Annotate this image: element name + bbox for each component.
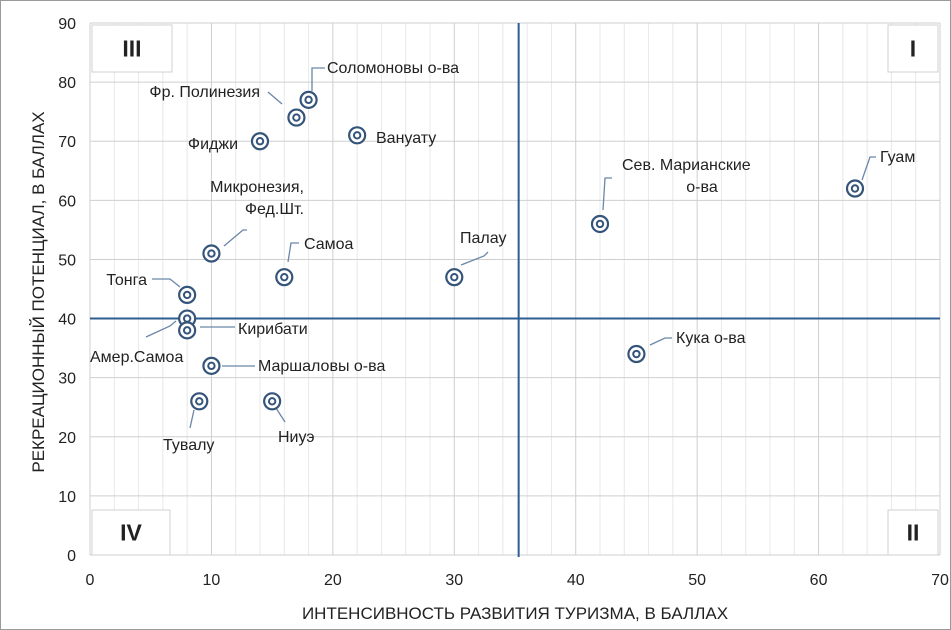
point-inner-ring xyxy=(255,137,265,146)
point-label: Соломоновы о-ва xyxy=(327,60,459,77)
data-points xyxy=(178,90,865,411)
leader-line xyxy=(275,407,286,423)
data-point xyxy=(190,392,209,411)
point-label: Микронезия, Фед.Шт. xyxy=(210,179,304,218)
point-label: Амер.Самоа xyxy=(90,349,183,366)
point-label: Самоа xyxy=(304,236,354,253)
data-point xyxy=(590,214,610,234)
quadrant-label-box xyxy=(91,509,171,556)
point-inner-ring xyxy=(182,326,192,335)
point-inner-ring xyxy=(182,290,192,300)
y-tick-label: 40 xyxy=(58,312,76,329)
point-label: Тонга xyxy=(106,272,147,289)
x-tick-label: 10 xyxy=(203,572,221,589)
data-point xyxy=(275,268,294,287)
point-inner-ring xyxy=(450,272,459,282)
leader-line xyxy=(649,337,672,346)
leader-line xyxy=(145,320,177,338)
quadrant-label-box xyxy=(91,24,173,73)
point-label: Вануату xyxy=(376,130,436,147)
y-tick-label: 0 xyxy=(67,548,76,565)
leader-line xyxy=(460,251,489,266)
point-inner-ring xyxy=(292,113,301,122)
quadrant-lines xyxy=(90,23,940,557)
data-point xyxy=(627,344,646,364)
point-inner-ring xyxy=(352,131,362,140)
quadrant-label-text: IV xyxy=(120,520,142,546)
quadrant-label-i: I xyxy=(887,24,939,73)
data-point xyxy=(263,392,282,411)
quadrant-label-iv: IV xyxy=(91,509,171,556)
x-tick-label: 50 xyxy=(688,572,706,589)
data-point xyxy=(178,321,197,340)
leader-line xyxy=(602,177,612,211)
quadrant-label-ii: II xyxy=(887,509,939,556)
y-axis-label: РЕКРЕАЦИОННЫЙ ПОТЕНЦИАЛ, В БАЛЛАХ xyxy=(29,111,48,472)
leader-line xyxy=(189,409,195,429)
point-label: Гуам xyxy=(880,149,915,166)
point-label: Кука о-ва xyxy=(676,330,746,347)
data-point xyxy=(202,244,221,263)
label-leaders xyxy=(145,67,876,429)
point-inner-ring xyxy=(207,249,216,258)
data-point xyxy=(445,268,464,287)
quadrant-label-text: III xyxy=(122,36,141,62)
y-tick-label: 10 xyxy=(58,489,76,506)
data-point xyxy=(178,285,197,305)
y-tick-label: 70 xyxy=(58,134,76,151)
leader-line xyxy=(223,229,247,247)
point-label: Фр. Полинезия xyxy=(149,84,260,101)
axis-ticks: 0 10 20 30 40 50 60 70 0 10 20 30 40 50 60 70 80 90 xyxy=(58,16,949,589)
point-inner-ring xyxy=(280,272,289,282)
y-tick-label: 90 xyxy=(58,16,76,33)
leader-line xyxy=(287,242,299,263)
leader-line xyxy=(267,91,283,105)
y-tick-label: 80 xyxy=(58,75,76,92)
y-tick-label: 30 xyxy=(58,371,76,388)
grid xyxy=(89,22,941,556)
leader-line xyxy=(152,278,181,288)
point-inner-ring xyxy=(207,361,216,371)
quadrant-label-iii: III xyxy=(91,24,173,73)
point-inner-ring xyxy=(304,95,313,105)
point-label: Тувалу xyxy=(163,437,214,454)
x-tick-label: 30 xyxy=(445,572,463,589)
point-label: Ниуэ xyxy=(278,429,314,446)
x-axis-label: ИНТЕНСИВНОСТЬ РАЗВИТИЯ ТУРИЗМА, В БАЛЛАХ xyxy=(302,604,728,623)
y-tick-label: 60 xyxy=(58,193,76,210)
point-inner-ring xyxy=(195,397,204,406)
data-point xyxy=(250,132,270,151)
x-tick-label: 40 xyxy=(567,572,585,589)
x-tick-label: 0 xyxy=(86,572,95,589)
data-point xyxy=(348,126,367,145)
data-point xyxy=(299,90,318,109)
point-label: Маршаловы о-ва xyxy=(258,358,385,375)
point-inner-ring xyxy=(182,314,192,323)
x-tick-label: 60 xyxy=(810,572,828,589)
point-labels: Соломоновы о-ва Фр. Полинезия Фиджи Вануату… xyxy=(90,60,915,454)
data-point xyxy=(202,356,221,375)
point-inner-ring xyxy=(267,397,277,406)
point-label: Палау xyxy=(460,230,506,247)
y-tick-label: 50 xyxy=(58,252,76,269)
point-label: Сев. Марианские о-ва xyxy=(622,157,751,196)
data-point xyxy=(845,179,865,198)
point-label: Фиджи xyxy=(188,136,238,153)
x-tick-label: 20 xyxy=(324,572,342,589)
leader-line xyxy=(861,156,876,181)
y-tick-label: 20 xyxy=(58,430,76,447)
point-label: Кирибати xyxy=(238,321,308,338)
leader-line xyxy=(311,67,325,91)
point-inner-ring xyxy=(632,349,641,359)
quadrant-label-text: I xyxy=(910,36,916,62)
point-inner-ring xyxy=(850,184,860,193)
point-inner-ring xyxy=(595,219,605,229)
quadrant-label-box xyxy=(887,24,939,73)
x-tick-label: 70 xyxy=(931,572,949,589)
data-point xyxy=(287,108,306,127)
quadrant-label-text: II xyxy=(907,520,920,546)
quadrant-label-box xyxy=(887,509,939,556)
